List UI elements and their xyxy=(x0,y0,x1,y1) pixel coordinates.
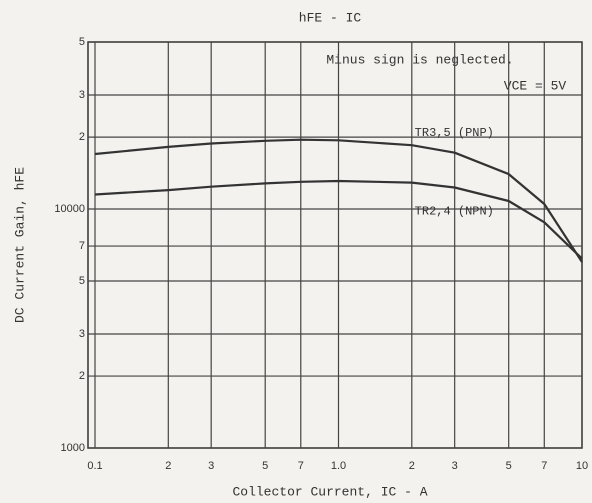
chart-title: hFE - IC xyxy=(299,10,362,25)
x-tick-label: 3 xyxy=(452,460,458,472)
y-tick-label: 5 xyxy=(79,275,85,287)
x-tick-label: 2 xyxy=(165,460,171,472)
y-tick-label: 1000 xyxy=(61,442,85,454)
y-tick-label: 3 xyxy=(79,89,85,101)
x-tick-label: 10 xyxy=(576,460,588,472)
y-tick-label: 7 xyxy=(79,240,85,252)
x-tick-label: 2 xyxy=(409,460,415,472)
y-axis-label: DC Current Gain, hFE xyxy=(12,167,27,323)
x-tick-label: 0.1 xyxy=(87,460,102,472)
series-label: TR2,4 (NPN) xyxy=(415,205,494,219)
x-tick-label: 5 xyxy=(506,460,512,472)
x-axis-label: Collector Current, IC - A xyxy=(232,484,427,499)
x-tick-label: 3 xyxy=(208,460,214,472)
series-line xyxy=(94,179,583,260)
y-tick-label: 10000 xyxy=(54,203,85,215)
y-tick-label: 5 xyxy=(79,36,85,48)
y-tick-label: 2 xyxy=(79,131,85,143)
y-tick-label: 3 xyxy=(79,328,85,340)
series-label: TR3,5 (PNP) xyxy=(415,126,494,140)
x-tick-label: 7 xyxy=(298,460,304,472)
x-tick-label: 7 xyxy=(541,460,547,472)
annotation: Minus sign is neglected. xyxy=(326,52,513,67)
x-tick-label: 5 xyxy=(262,460,268,472)
plot-frame xyxy=(87,41,583,449)
annotation: VCE = 5V xyxy=(504,78,567,93)
series-line xyxy=(94,138,583,263)
x-tick-label: 1.0 xyxy=(331,460,346,472)
y-tick-label: 2 xyxy=(79,370,85,382)
